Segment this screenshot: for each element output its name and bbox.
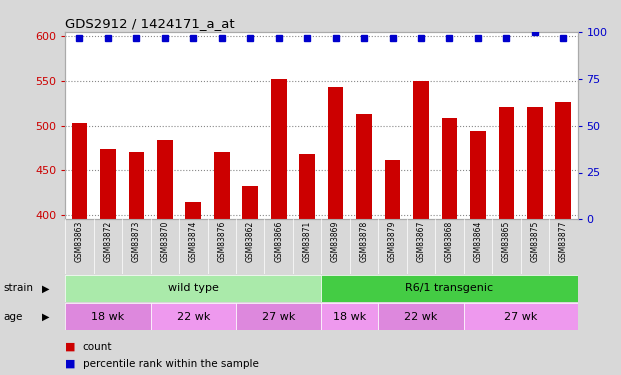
Text: 27 wk: 27 wk — [504, 312, 537, 321]
Text: GSM83869: GSM83869 — [331, 221, 340, 262]
Bar — [356, 114, 372, 375]
Text: GDS2912 / 1424171_a_at: GDS2912 / 1424171_a_at — [65, 17, 235, 30]
Bar — [65, 275, 322, 302]
Text: ■: ■ — [65, 342, 76, 352]
Bar — [555, 102, 571, 375]
Text: ■: ■ — [65, 359, 76, 369]
Text: GSM83867: GSM83867 — [417, 221, 425, 262]
Bar — [499, 107, 514, 375]
Bar — [464, 303, 578, 330]
Text: count: count — [83, 342, 112, 352]
Text: strain: strain — [3, 284, 33, 293]
Bar — [186, 202, 201, 375]
Bar — [527, 107, 543, 375]
Bar — [65, 303, 150, 330]
Text: 22 wk: 22 wk — [176, 312, 210, 321]
Bar — [470, 131, 486, 375]
Text: age: age — [3, 312, 22, 321]
Bar — [271, 79, 286, 375]
Text: GSM83873: GSM83873 — [132, 221, 141, 262]
Text: percentile rank within the sample: percentile rank within the sample — [83, 359, 258, 369]
Bar — [328, 87, 343, 375]
Text: GSM83868: GSM83868 — [445, 221, 454, 262]
Bar — [442, 118, 457, 375]
Bar — [242, 186, 258, 375]
Text: GSM83870: GSM83870 — [160, 221, 170, 262]
Text: GSM83875: GSM83875 — [530, 221, 539, 262]
Bar — [157, 140, 173, 375]
Text: 18 wk: 18 wk — [91, 312, 125, 321]
Bar — [322, 275, 578, 302]
Bar — [129, 152, 144, 375]
Text: GSM83864: GSM83864 — [473, 221, 483, 262]
Bar — [378, 303, 464, 330]
Bar — [71, 123, 88, 375]
Bar — [299, 154, 315, 375]
Text: 22 wk: 22 wk — [404, 312, 438, 321]
Bar — [150, 303, 236, 330]
Text: GSM83876: GSM83876 — [217, 221, 226, 262]
Text: GSM83862: GSM83862 — [246, 221, 255, 262]
Bar — [236, 303, 322, 330]
Text: ▶: ▶ — [42, 312, 50, 321]
Text: GSM83877: GSM83877 — [559, 221, 568, 262]
Text: GSM83879: GSM83879 — [388, 221, 397, 262]
Text: 27 wk: 27 wk — [262, 312, 296, 321]
Bar — [100, 149, 116, 375]
Text: 18 wk: 18 wk — [333, 312, 366, 321]
Text: GSM83865: GSM83865 — [502, 221, 511, 262]
Bar — [384, 159, 401, 375]
Text: R6/1 transgenic: R6/1 transgenic — [406, 284, 494, 293]
Text: wild type: wild type — [168, 284, 219, 293]
Text: GSM83871: GSM83871 — [302, 221, 312, 262]
Bar — [214, 152, 230, 375]
Text: GSM83863: GSM83863 — [75, 221, 84, 262]
Bar — [322, 303, 378, 330]
Text: GSM83872: GSM83872 — [104, 221, 112, 262]
Bar — [413, 81, 429, 375]
Text: GSM83874: GSM83874 — [189, 221, 197, 262]
Text: GSM83878: GSM83878 — [360, 221, 368, 262]
Text: GSM83866: GSM83866 — [274, 221, 283, 262]
Text: ▶: ▶ — [42, 284, 50, 293]
